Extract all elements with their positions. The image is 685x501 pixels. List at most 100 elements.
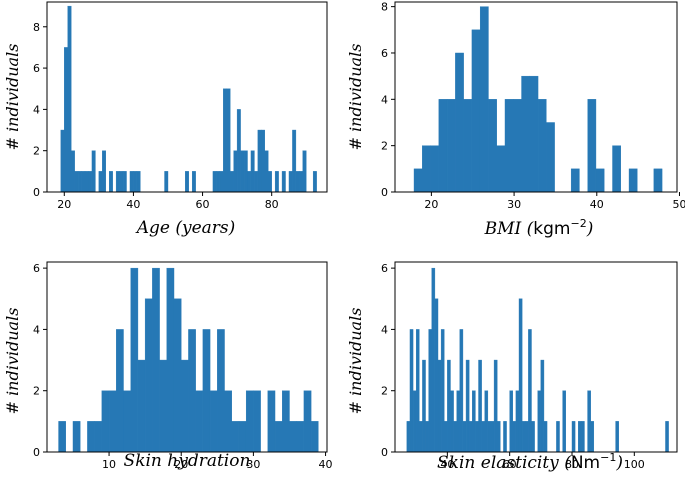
x-tick-label: 60 [503,458,517,471]
histogram-bar [653,168,663,193]
histogram-bar [60,129,65,193]
histogram-bar [108,390,117,453]
y-tick-label: 4 [33,323,40,336]
bars [58,267,319,453]
bars [406,267,669,453]
histogram-bar [528,329,532,453]
histogram-bar [254,171,259,193]
histogram-bar [479,6,489,193]
histogram-bar [518,298,523,453]
histogram-bar [195,390,204,453]
histogram-bar [512,421,517,453]
histogram-bar [543,421,548,453]
histogram-bar [422,359,426,453]
histogram-bar [72,421,81,453]
histogram-bar [84,171,89,193]
y-tick-label: 6 [381,262,388,275]
panel-age-histogram: # individuals Age (years) 20 40 60 80 0 2 4 6 8 [3,1,328,238]
histogram-bar [450,390,454,453]
histogram-bar [166,267,175,453]
histogram-bar [595,168,605,193]
histogram-bar [665,421,669,453]
histogram-bar [413,168,423,193]
y-tick-label: 6 [381,47,388,60]
y-tick-label: 4 [33,103,40,116]
x-axis-label: Skin hydration [124,451,251,471]
histogram-bar [173,298,182,453]
x-tick-label: 40 [440,458,454,471]
y-axis-label: # individuals [3,44,22,151]
histogram-bar [253,390,261,453]
x-tick-label: 20 [57,198,71,211]
histogram-bar [484,390,489,453]
histogram-bar [468,421,473,453]
histogram-bar [409,329,414,453]
histogram-bar [488,99,497,193]
histogram-bar [81,171,86,193]
histogram-bar [578,421,582,453]
histogram-bar [282,390,290,453]
histogram-bar [245,390,254,453]
y-tick-label: 2 [33,145,40,158]
histogram-bar [257,129,262,193]
histogram-bar [219,171,224,193]
histogram-bar [521,421,526,453]
histogram-bar [159,359,168,453]
histogram-bar [570,168,580,193]
x-tick-label: 80 [565,458,579,471]
histogram-bar [612,145,621,193]
histogram-bar [537,390,542,453]
histogram-bar [188,329,196,453]
x-axis-label: Skin elasticity (Nm−1) [437,451,623,473]
histogram-bar [415,329,420,453]
histogram-bar [130,267,139,453]
histogram-bar [471,29,481,193]
histogram-bar [475,421,479,453]
x-axis-label: BMI (kgm−2) [484,217,594,239]
histogram-bar [137,359,146,453]
y-axis-label: # individuals [346,44,365,151]
histogram-bar [537,99,547,193]
histogram-bar [515,390,520,453]
histogram-bar [102,150,106,193]
histogram-bar [412,390,417,453]
x-tick-label: 30 [246,458,260,471]
histogram-bar [261,129,265,193]
histogram-bar [116,329,124,453]
histogram-bar [615,421,619,453]
histogram-bar [231,421,240,453]
bars [413,6,663,193]
histogram-bar [217,329,225,453]
histogram-bar [115,171,120,193]
histogram-bar [264,150,269,193]
histogram-bar [493,359,498,453]
histogram-bar [119,171,124,193]
histogram-bar [94,421,103,453]
y-tick-label: 0 [381,446,388,459]
histogram-bar [571,421,576,453]
y-tick-label: 8 [33,21,40,34]
histogram-bar [455,52,464,193]
histogram-bar [590,421,595,453]
histogram-bar [274,421,283,453]
histogram-bar [274,171,279,193]
histogram-bar [240,150,245,193]
y-axis-label: # individuals [346,308,365,415]
histogram-bar [77,171,82,193]
histogram-bar [312,171,317,193]
histogram-bar [295,171,300,193]
histogram-bar [406,421,411,453]
histogram-bar [472,390,476,453]
histogram-bar [247,171,252,193]
panel-skin-elasticity-histogram: # individuals Skin elasticity (Nm−1) 40 6… [346,261,678,473]
y-tick-label: 2 [33,385,40,398]
histogram-bar [74,171,79,193]
histogram-bar [70,150,75,193]
histogram-bar [216,171,221,193]
histogram-bar [478,359,482,453]
histogram-bar [164,171,169,193]
x-tick-label: 10 [102,458,116,471]
histogram-bar [444,421,448,453]
histogram-bar [529,75,539,193]
histogram-bar [230,171,234,193]
